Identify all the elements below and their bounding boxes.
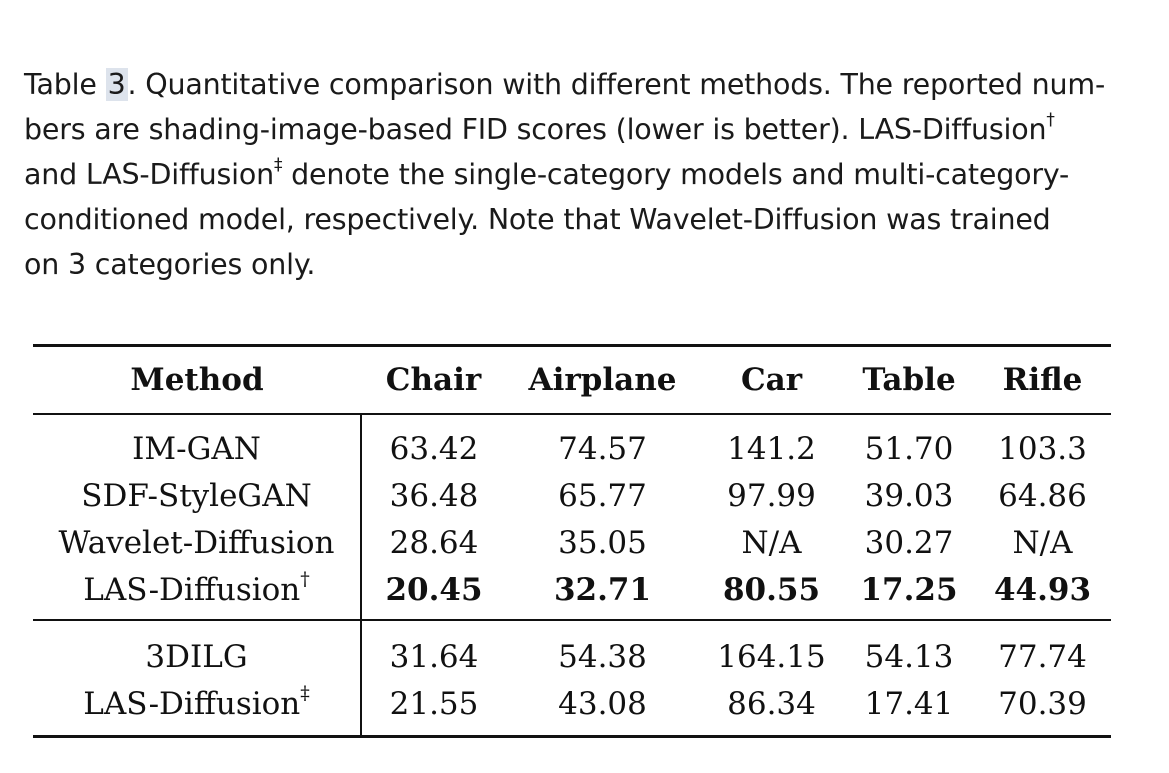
column-header: Table bbox=[862, 362, 956, 398]
table-cell-best: 80.55 bbox=[722, 571, 821, 608]
method-cell: SDF-StyleGAN bbox=[33, 472, 362, 519]
table-caption: Table 3. Quantitative comparison with di… bbox=[24, 62, 1134, 287]
table-cell: 51.70 bbox=[864, 430, 954, 467]
table-cell: 43.08 bbox=[558, 685, 647, 722]
caption-line-2: bers are shading-image-based FID scores … bbox=[24, 107, 1134, 152]
caption-text: and LAS-Diffusion bbox=[24, 158, 274, 191]
caption-label: Table bbox=[24, 68, 106, 101]
table-row: Wavelet-Diffusion 28.64 35.05 N/A 30.27 … bbox=[33, 519, 1111, 566]
column-header: Airplane bbox=[528, 362, 677, 398]
double-dagger-mark: ‡ bbox=[300, 682, 310, 705]
table-cell: 164.15 bbox=[717, 638, 826, 675]
table-cell: 30.27 bbox=[864, 524, 954, 561]
table-cell: 21.55 bbox=[389, 685, 479, 722]
caption-line-5: on 3 categories only. bbox=[24, 248, 316, 281]
table-cell: 35.05 bbox=[558, 524, 647, 561]
table-group-2: 3DILG 31.64 54.38 164.15 54.13 77.74 LAS… bbox=[33, 620, 1111, 737]
table-cell: 64.86 bbox=[998, 477, 1087, 514]
table-group-1: IM-GAN 63.42 74.57 141.2 51.70 103.3 SDF… bbox=[33, 414, 1111, 620]
table-cell-best: 32.71 bbox=[553, 571, 652, 608]
table-cell: 36.48 bbox=[389, 477, 479, 514]
table-row: 3DILG 31.64 54.38 164.15 54.13 77.74 bbox=[33, 620, 1111, 680]
method-cell: Wavelet-Diffusion bbox=[33, 519, 362, 566]
column-header: Chair bbox=[385, 362, 482, 398]
column-header: Rifle bbox=[1002, 362, 1083, 398]
table-cell: 31.64 bbox=[389, 638, 479, 675]
caption-line-3: and LAS-Diffusion‡ denote the single-cat… bbox=[24, 152, 1134, 197]
method-name: IM-GAN bbox=[132, 430, 261, 467]
method-cell: 3DILG bbox=[33, 620, 362, 680]
table-cell: 74.57 bbox=[558, 430, 647, 467]
dagger-mark: † bbox=[300, 568, 310, 591]
table-cell: 141.2 bbox=[727, 430, 816, 467]
caption-text: . Quantitative comparison with different… bbox=[127, 68, 1106, 101]
table-cell: 28.64 bbox=[389, 524, 479, 561]
table-cell: 77.74 bbox=[998, 638, 1087, 675]
table-cell: 97.99 bbox=[727, 477, 816, 514]
table-cell: 103.3 bbox=[998, 430, 1087, 467]
table-cell: 54.38 bbox=[558, 638, 647, 675]
method-name: 3DILG bbox=[145, 638, 248, 675]
table-number-highlight: 3 bbox=[105, 68, 128, 101]
column-header: Method bbox=[130, 362, 264, 398]
table-cell-best: 20.45 bbox=[385, 571, 483, 608]
table-cell: 63.42 bbox=[389, 430, 479, 467]
method-cell: LAS-Diffusion‡ bbox=[33, 680, 362, 737]
method-cell: IM-GAN bbox=[33, 414, 362, 472]
method-cell: LAS-Diffusion† bbox=[33, 566, 362, 620]
table-cell: 86.34 bbox=[727, 685, 816, 722]
table-row: LAS-Diffusion‡ 21.55 43.08 86.34 17.41 7… bbox=[33, 680, 1111, 737]
results-table: Method Chair Airplane Car Table Rifle IM… bbox=[33, 344, 1111, 738]
table-cell: 65.77 bbox=[558, 477, 647, 514]
caption-line-1: Table 3. Quantitative comparison with di… bbox=[24, 62, 1134, 107]
caption-line-4: conditioned model, respectively. Note th… bbox=[24, 203, 1051, 236]
table-cell-best: 44.93 bbox=[993, 571, 1092, 608]
table-cell: 39.03 bbox=[864, 477, 954, 514]
table-row: IM-GAN 63.42 74.57 141.2 51.70 103.3 bbox=[33, 414, 1111, 472]
table-cell: N/A bbox=[741, 524, 802, 561]
method-name: Wavelet-Diffusion bbox=[58, 524, 335, 561]
table-cell: 17.41 bbox=[864, 685, 954, 722]
table-cell: N/A bbox=[1012, 524, 1073, 561]
caption-text: denote the single-category models and mu… bbox=[282, 158, 1070, 191]
method-name: SDF-StyleGAN bbox=[81, 477, 312, 514]
caption-text: bers are shading-image-based FID scores … bbox=[24, 113, 1047, 146]
method-name: LAS-Diffusion bbox=[83, 571, 301, 608]
double-dagger-mark: ‡ bbox=[273, 154, 283, 175]
dagger-mark: † bbox=[1046, 109, 1055, 130]
table-cell: 54.13 bbox=[864, 638, 954, 675]
table-cell: 70.39 bbox=[998, 685, 1087, 722]
header-row: Method Chair Airplane Car Table Rifle bbox=[33, 346, 1111, 414]
method-name: LAS-Diffusion bbox=[83, 685, 301, 722]
table-cell-best: 17.25 bbox=[860, 571, 958, 608]
table-row-best: LAS-Diffusion† 20.45 32.71 80.55 17.25 4… bbox=[33, 566, 1111, 620]
table-row: SDF-StyleGAN 36.48 65.77 97.99 39.03 64.… bbox=[33, 472, 1111, 519]
column-header: Car bbox=[740, 362, 803, 398]
